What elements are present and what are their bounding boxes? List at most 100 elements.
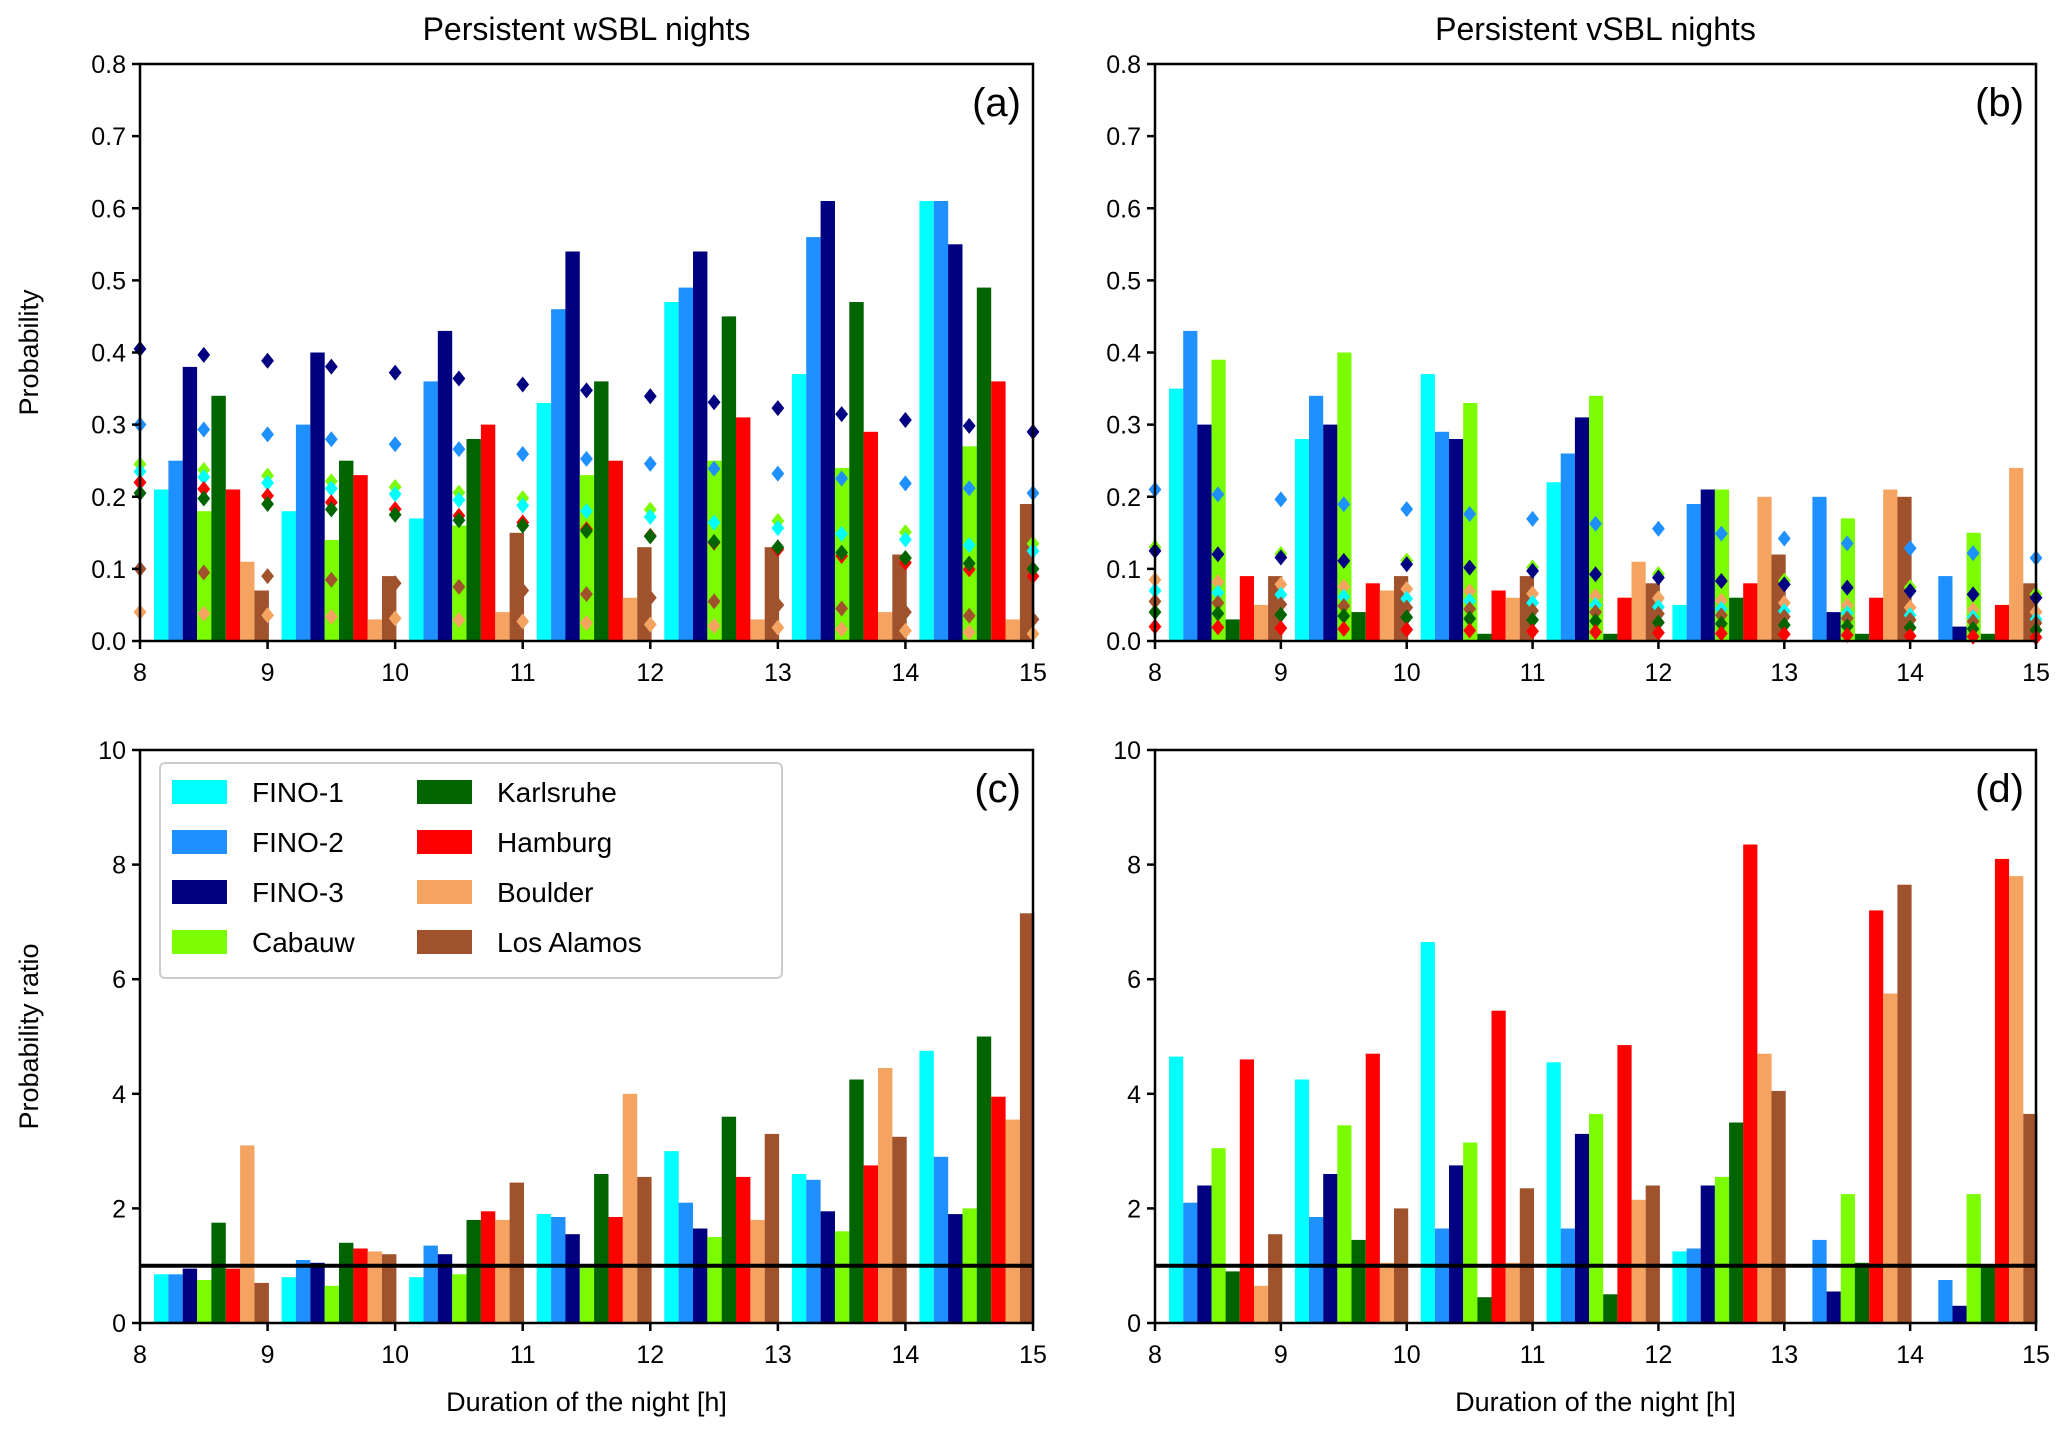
expected-marker-fino-3 — [1903, 583, 1917, 600]
bar-boulder — [1757, 1053, 1772, 1323]
expected-marker-fino-3 — [1463, 559, 1477, 576]
bar-fino-1 — [1672, 1251, 1687, 1323]
bar-los-alamos — [764, 1133, 780, 1323]
y-tick-label: 0 — [1127, 1310, 1141, 1338]
x-tick-label: 10 — [381, 659, 409, 687]
y-tick-label: 0.0 — [1106, 628, 1141, 656]
expected-marker-boulder — [1337, 578, 1351, 595]
expected-marker-fino-3 — [835, 406, 849, 423]
expected-marker-boulder — [197, 605, 211, 622]
bar-fino-3 — [182, 1268, 198, 1323]
expected-marker-fino-3 — [261, 352, 274, 369]
y-tick-label: 4 — [1127, 1081, 1141, 1109]
bar-hamburg — [1743, 844, 1758, 1323]
expected-marker-fino-3 — [1966, 586, 1980, 603]
bar-fino-2 — [806, 1179, 821, 1324]
bar-fino-1 — [536, 403, 552, 641]
x-tick-label: 12 — [636, 659, 664, 687]
y-tick-label: 0.5 — [91, 267, 126, 295]
y-tick-label: 2 — [1127, 1195, 1141, 1223]
expected-marker-los-alamos — [899, 604, 912, 621]
bar-karlsruhe — [1729, 1122, 1744, 1323]
x-tick-label: 11 — [510, 659, 536, 687]
x-tick-label: 12 — [1645, 1341, 1673, 1369]
bar-fino-1 — [1294, 1079, 1310, 1323]
bar-karlsruhe — [1603, 1294, 1618, 1323]
panel-tag: (d) — [1975, 767, 2024, 811]
expected-marker-fino-3 — [1337, 552, 1351, 569]
legend-swatch-hamburg — [417, 830, 472, 854]
bar-hamburg — [1869, 910, 1884, 1323]
bar-fino-2 — [1812, 1239, 1827, 1323]
expected-marker-fino-2 — [1400, 501, 1414, 518]
x-tick-label: 15 — [2022, 659, 2050, 687]
bar-fino-2 — [1434, 1228, 1450, 1323]
expected-marker-fino-3 — [899, 411, 912, 428]
expected-marker-karlsruhe — [1840, 618, 1854, 635]
expected-marker-fino-3 — [1274, 549, 1288, 566]
bar-fino-1 — [154, 1274, 169, 1323]
bar-hamburg — [736, 1176, 751, 1323]
x-tick-label: 15 — [1019, 659, 1047, 687]
bar-boulder — [1254, 1285, 1269, 1323]
expected-marker-los-alamos — [452, 578, 466, 595]
bar-fino-3 — [1449, 439, 1464, 641]
expected-marker-karlsruhe — [1463, 610, 1477, 627]
bar-karlsruhe — [594, 1174, 609, 1323]
bar-fino-2 — [1560, 453, 1575, 641]
bar-boulder — [2009, 467, 2024, 641]
expected-marker-karlsruhe — [643, 528, 657, 545]
bar-fino-3 — [1826, 1291, 1841, 1323]
bar-karlsruhe — [339, 460, 354, 641]
expected-marker-boulder — [1714, 592, 1728, 609]
x-tick-label: 8 — [133, 659, 147, 687]
bar-fino-3 — [437, 330, 453, 641]
expected-marker-los-alamos — [580, 586, 593, 603]
bar-cabauw — [452, 1274, 467, 1323]
expected-marker-fino-1 — [516, 497, 530, 514]
bar-hamburg — [353, 1248, 368, 1323]
bar-fino-2 — [806, 237, 821, 641]
panel-tag: (a) — [972, 81, 1021, 125]
bar-boulder — [495, 1219, 510, 1323]
expected-marker-los-alamos — [1211, 594, 1225, 611]
bar-los-alamos — [892, 1136, 907, 1323]
bar-hamburg — [991, 381, 1006, 641]
bar-fino-2 — [551, 309, 566, 641]
bar-hamburg — [1743, 583, 1758, 641]
expected-marker-fino-1 — [899, 531, 912, 548]
expected-marker-boulder — [1274, 576, 1288, 593]
x-tick-label: 14 — [1896, 1341, 1924, 1369]
expected-marker-hamburg — [1966, 628, 1980, 645]
x-tick-label: 10 — [1393, 659, 1421, 687]
expected-marker-hamburg — [261, 487, 274, 504]
expected-marker-fino-2 — [261, 426, 274, 443]
bar-karlsruhe — [1351, 612, 1366, 641]
bar-fino-2 — [1309, 395, 1324, 641]
bar-fino-1 — [154, 489, 169, 641]
expected-marker-fino-3 — [1589, 566, 1602, 583]
y-tick-label: 8 — [112, 852, 126, 880]
bar-boulder — [1379, 590, 1394, 641]
bar-karlsruhe — [721, 1116, 737, 1323]
bar-fino-3 — [693, 1228, 708, 1323]
expected-marker-fino-2 — [1589, 515, 1602, 532]
y-axis-label: Probability — [14, 289, 44, 416]
y-tick-label: 0.7 — [91, 123, 126, 151]
y-tick-label: 0.6 — [91, 195, 126, 223]
bar-los-alamos — [892, 554, 907, 641]
y-axis-label: Probability ratio — [14, 943, 44, 1129]
bar-los-alamos — [1268, 1234, 1283, 1323]
bar-fino-1 — [919, 1050, 934, 1323]
expected-marker-karlsruhe — [1400, 609, 1414, 626]
x-axis-label: Duration of the night [h] — [446, 1387, 727, 1417]
y-tick-label: 0 — [112, 1310, 126, 1338]
expected-marker-fino-3 — [1777, 576, 1791, 593]
bar-los-alamos — [382, 1254, 397, 1323]
bar-los-alamos — [637, 1176, 652, 1323]
bar-fino-1 — [664, 1151, 679, 1323]
expected-marker-los-alamos — [1589, 604, 1602, 621]
expected-marker-fino-1 — [771, 520, 785, 537]
expected-marker-hamburg — [1211, 619, 1225, 636]
expected-marker-fino-2 — [1652, 520, 1665, 537]
